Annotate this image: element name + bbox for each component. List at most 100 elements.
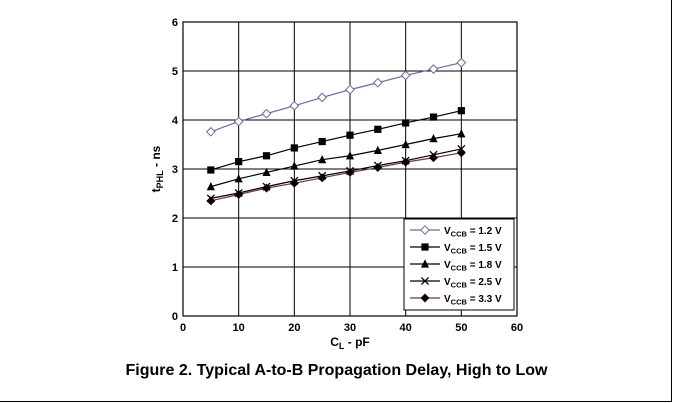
legend-entry: VCCB = 1.8 V bbox=[410, 259, 502, 273]
data-point bbox=[401, 157, 411, 167]
legend-label: VCCB = 1.2 V bbox=[444, 226, 502, 239]
legend-label-main: V bbox=[444, 243, 451, 254]
data-point bbox=[262, 152, 271, 160]
data-point bbox=[373, 162, 383, 173]
data-point bbox=[428, 64, 439, 74]
data-point bbox=[235, 158, 243, 166]
data-point bbox=[374, 125, 382, 133]
legend-label-sub: CCB bbox=[451, 247, 468, 256]
data-point bbox=[345, 151, 355, 160]
chart: 0 10 20 30 40 50 60 0 1 2 3 4 5 6 CL - pF tPHL - ns V… bbox=[149, 17, 523, 351]
data-point bbox=[345, 84, 355, 95]
legend-label-main: V bbox=[444, 260, 451, 271]
x-tick-label: 40 bbox=[400, 322, 412, 334]
data-point bbox=[290, 161, 299, 170]
y-axis-label-main: t bbox=[149, 188, 163, 192]
x-tick-label: 20 bbox=[288, 322, 300, 334]
series-line bbox=[210, 152, 462, 202]
data-point bbox=[234, 189, 244, 200]
legend-entry: VCCB = 3.3 V bbox=[410, 293, 502, 307]
x-tick-label: 30 bbox=[344, 322, 356, 334]
series-line bbox=[210, 148, 462, 199]
y-tick-label: 5 bbox=[172, 66, 178, 78]
data-point bbox=[233, 116, 244, 127]
data-point bbox=[373, 145, 382, 154]
data-point bbox=[456, 57, 467, 68]
data-point bbox=[317, 92, 328, 103]
data-point bbox=[207, 166, 215, 174]
x-axis-label-main: C bbox=[330, 335, 339, 349]
series-layer bbox=[205, 57, 467, 206]
y-tick-label: 4 bbox=[172, 115, 179, 127]
data-point bbox=[206, 182, 215, 191]
data-point bbox=[261, 183, 272, 193]
legend-marker bbox=[420, 276, 430, 286]
legend-marker bbox=[421, 243, 429, 251]
data-point bbox=[456, 148, 466, 158]
legend-label-main: V bbox=[444, 277, 451, 288]
series-2 bbox=[207, 107, 465, 174]
figure-caption: Figure 2. Typical A-to-B Propagation Del… bbox=[125, 362, 548, 379]
y-tick-label: 2 bbox=[172, 213, 178, 225]
legend-label-rest: = 2.5 V bbox=[467, 277, 502, 288]
legend-label-rest: = 1.2 V bbox=[467, 226, 502, 237]
data-point bbox=[289, 100, 300, 111]
legend-entry: VCCB = 1.2 V bbox=[410, 225, 502, 239]
plot-area bbox=[182, 21, 518, 317]
data-point bbox=[290, 144, 298, 152]
y-axis-label-sub: PHL bbox=[155, 170, 165, 189]
x-axis-label-rest: - pF bbox=[344, 335, 369, 349]
series-4 bbox=[206, 144, 466, 203]
y-tick-label: 3 bbox=[172, 164, 178, 176]
legend-marker bbox=[420, 293, 430, 303]
legend-label: VCCB = 1.8 V bbox=[444, 260, 502, 273]
legend-label-rest: = 1.8 V bbox=[467, 260, 502, 271]
x-axis-label: CL - pF bbox=[330, 335, 370, 351]
x-tick-label: 0 bbox=[180, 322, 186, 334]
series-1 bbox=[205, 57, 467, 137]
legend-entry: VCCB = 2.5 V bbox=[410, 276, 502, 290]
data-point bbox=[289, 178, 299, 188]
data-point bbox=[457, 129, 466, 138]
data-point bbox=[318, 137, 326, 146]
data-point bbox=[400, 70, 411, 81]
legend-label-sub: CCB bbox=[451, 264, 468, 273]
x-tick-label: 10 bbox=[233, 322, 245, 334]
series-line bbox=[210, 62, 462, 133]
legend-entry: VCCB = 1.5 V bbox=[410, 243, 502, 256]
data-point bbox=[206, 196, 216, 206]
data-point bbox=[372, 77, 383, 88]
data-point bbox=[402, 119, 410, 127]
x-tick-label: 60 bbox=[511, 322, 523, 334]
series-line bbox=[210, 110, 462, 171]
marker-stroke bbox=[420, 276, 430, 286]
legend-marker bbox=[420, 225, 430, 235]
data-point bbox=[428, 153, 439, 163]
legend-label-rest: = 1.5 V bbox=[467, 243, 502, 254]
legend-label-sub: CCB bbox=[451, 230, 468, 239]
legend-label-main: V bbox=[444, 294, 451, 305]
legend-label-sub: CCB bbox=[451, 298, 468, 307]
legend-label: VCCB = 3.3 V bbox=[444, 294, 502, 307]
data-point bbox=[234, 174, 243, 183]
legend-label-main: V bbox=[444, 226, 451, 237]
data-point bbox=[262, 167, 271, 177]
data-point bbox=[429, 113, 438, 121]
x-tick-label: 50 bbox=[455, 322, 467, 334]
y-tick-label: 1 bbox=[172, 262, 178, 274]
legend-label: VCCB = 1.5 V bbox=[444, 243, 502, 256]
data-point bbox=[205, 126, 216, 137]
data-point bbox=[261, 108, 272, 119]
x-axis-label-sub: L bbox=[339, 341, 345, 351]
data-point bbox=[318, 155, 327, 164]
data-point bbox=[401, 139, 410, 149]
data-point bbox=[346, 131, 354, 139]
data-point bbox=[317, 173, 327, 183]
data-point bbox=[457, 107, 465, 115]
tick-labels: 0 10 20 30 40 50 60 0 1 2 3 4 5 6 bbox=[172, 17, 523, 334]
data-point bbox=[429, 134, 438, 143]
legend-marker bbox=[420, 259, 430, 268]
data-point bbox=[345, 167, 355, 177]
